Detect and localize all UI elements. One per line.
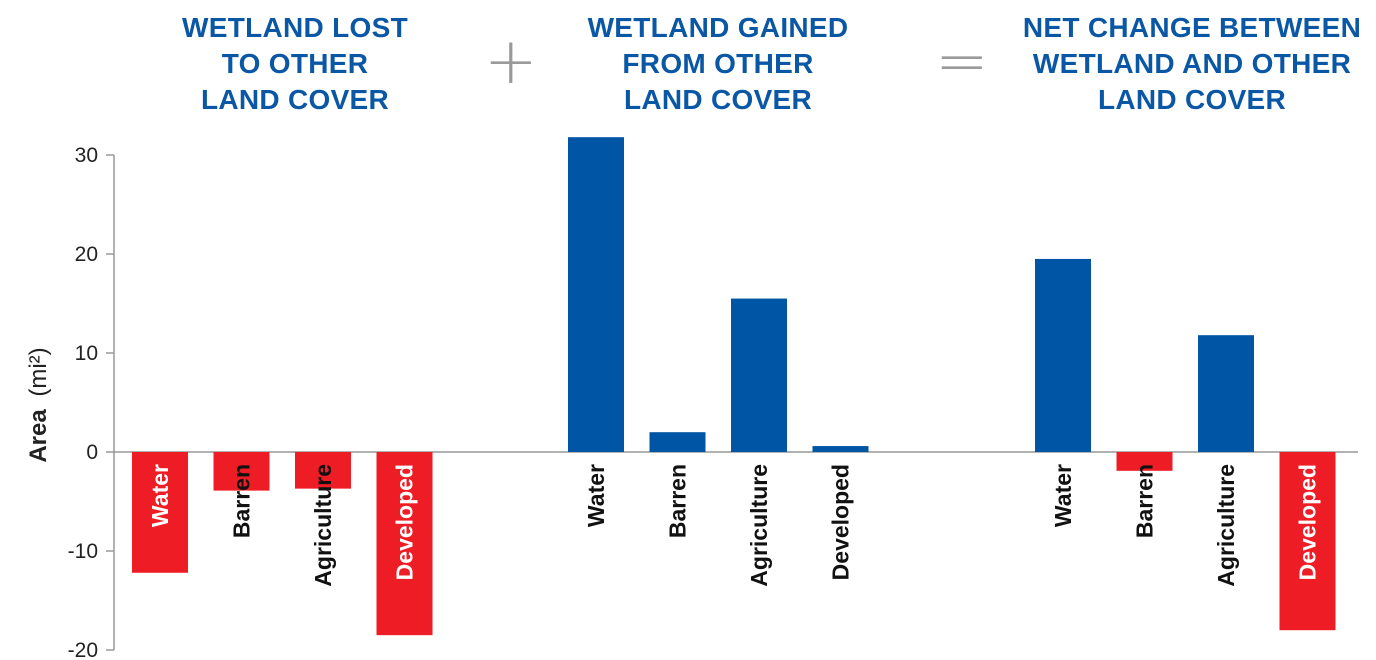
category-label: Barren	[665, 464, 691, 538]
bar-developed	[812, 446, 869, 452]
panel-title-line: LAND COVER	[623, 84, 813, 115]
category-label: Developed	[828, 464, 854, 580]
y-axis-title-unit: (mi²)	[25, 347, 52, 396]
category-label: Agriculture	[1213, 464, 1239, 587]
y-tick-label: -20	[68, 639, 98, 660]
panel-title-line: NET CHANGE BETWEEN	[1022, 12, 1362, 43]
plus-operator: +	[484, 25, 538, 99]
y-axis-title-bold: Area	[25, 409, 52, 463]
bar-developed	[1279, 452, 1336, 631]
axes: -20 -10 0 10 20 30	[68, 144, 1358, 660]
bar-water	[1035, 258, 1091, 452]
category-label: Agriculture	[746, 464, 772, 587]
y-tick-label: 0	[86, 441, 98, 464]
bar-agriculture	[731, 298, 787, 452]
bar-developed	[376, 452, 433, 636]
bar-barren	[213, 452, 270, 491]
panel-title-lost: WETLAND LOST TO OTHER LAND COVER	[115, 10, 475, 118]
category-label: Water	[1050, 464, 1076, 527]
panel-title-line: TO OTHER	[221, 48, 369, 79]
panel-title-line: WETLAND AND OTHER	[1032, 48, 1352, 79]
panel-title-line: FROM OTHER	[622, 48, 814, 79]
category-label: Agriculture	[310, 464, 336, 587]
category-label: Developed	[1295, 464, 1321, 580]
bars	[132, 137, 1336, 636]
category-label: Barren	[1132, 464, 1158, 538]
category-label: Water	[583, 464, 609, 527]
bar-water	[568, 137, 624, 452]
panel-title-net: NET CHANGE BETWEEN WETLAND AND OTHER LAN…	[1007, 10, 1376, 118]
bar-barren	[649, 432, 706, 452]
category-labels: Water Barren Agriculture Developed Water Barr…	[147, 464, 1321, 587]
panel-title-line: LAND COVER	[200, 84, 390, 115]
panel-title-line: WETLAND GAINED	[587, 12, 849, 43]
category-label: Water	[147, 464, 173, 527]
y-tick-label: -10	[68, 540, 98, 563]
y-tick-label: 20	[75, 243, 98, 266]
equals-operator: =	[935, 25, 989, 99]
bar-agriculture	[295, 452, 351, 489]
y-axis-title: Area (mi²)	[25, 347, 52, 462]
bar-barren	[1116, 452, 1173, 471]
panel-title-line: LAND COVER	[1097, 84, 1287, 115]
y-tick-label: 10	[75, 342, 98, 365]
panel-title-gained: WETLAND GAINED FROM OTHER LAND COVER	[538, 10, 898, 118]
y-tick-label: 30	[75, 144, 98, 167]
category-label: Barren	[229, 464, 255, 538]
bar-agriculture	[1198, 335, 1254, 452]
panel-title-line: WETLAND LOST	[181, 12, 408, 43]
category-label: Developed	[392, 464, 418, 580]
bar-water	[132, 452, 188, 573]
